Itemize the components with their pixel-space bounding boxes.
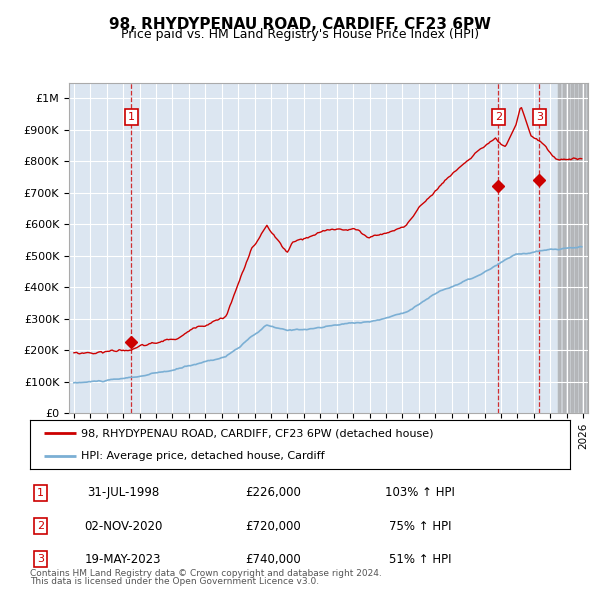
Bar: [595, 83, 598, 413]
Text: 19-MAY-2023: 19-MAY-2023: [85, 553, 161, 566]
Text: 103% ↑ HPI: 103% ↑ HPI: [385, 486, 455, 499]
Text: This data is licensed under the Open Government Licence v3.0.: This data is licensed under the Open Gov…: [30, 578, 319, 586]
Text: £740,000: £740,000: [245, 553, 301, 566]
Bar: [571, 83, 573, 413]
Text: 1: 1: [37, 488, 44, 497]
Text: 51% ↑ HPI: 51% ↑ HPI: [389, 553, 451, 566]
Bar: [591, 83, 593, 413]
Text: 98, RHYDYPENAU ROAD, CARDIFF, CF23 6PW: 98, RHYDYPENAU ROAD, CARDIFF, CF23 6PW: [109, 17, 491, 31]
Text: £720,000: £720,000: [245, 520, 301, 533]
Text: HPI: Average price, detached house, Cardiff: HPI: Average price, detached house, Card…: [82, 451, 325, 461]
Bar: [583, 83, 585, 413]
Text: 3: 3: [37, 555, 44, 564]
Text: 98, RHYDYPENAU ROAD, CARDIFF, CF23 6PW (detached house): 98, RHYDYPENAU ROAD, CARDIFF, CF23 6PW (…: [82, 428, 434, 438]
Text: Price paid vs. HM Land Registry's House Price Index (HPI): Price paid vs. HM Land Registry's House …: [121, 28, 479, 41]
Bar: [559, 83, 591, 413]
Bar: [587, 83, 589, 413]
Text: Contains HM Land Registry data © Crown copyright and database right 2024.: Contains HM Land Registry data © Crown c…: [30, 569, 382, 578]
Text: 1: 1: [128, 112, 135, 122]
Bar: [579, 83, 581, 413]
Text: £226,000: £226,000: [245, 486, 301, 499]
Text: 2: 2: [37, 522, 44, 531]
Bar: [575, 83, 577, 413]
Bar: [559, 83, 560, 413]
Text: 31-JUL-1998: 31-JUL-1998: [87, 486, 159, 499]
Text: 75% ↑ HPI: 75% ↑ HPI: [389, 520, 451, 533]
Text: 3: 3: [536, 112, 543, 122]
Text: 2: 2: [494, 112, 502, 122]
Bar: [559, 83, 591, 413]
Text: 02-NOV-2020: 02-NOV-2020: [84, 520, 162, 533]
Bar: [563, 83, 565, 413]
Bar: [566, 83, 569, 413]
